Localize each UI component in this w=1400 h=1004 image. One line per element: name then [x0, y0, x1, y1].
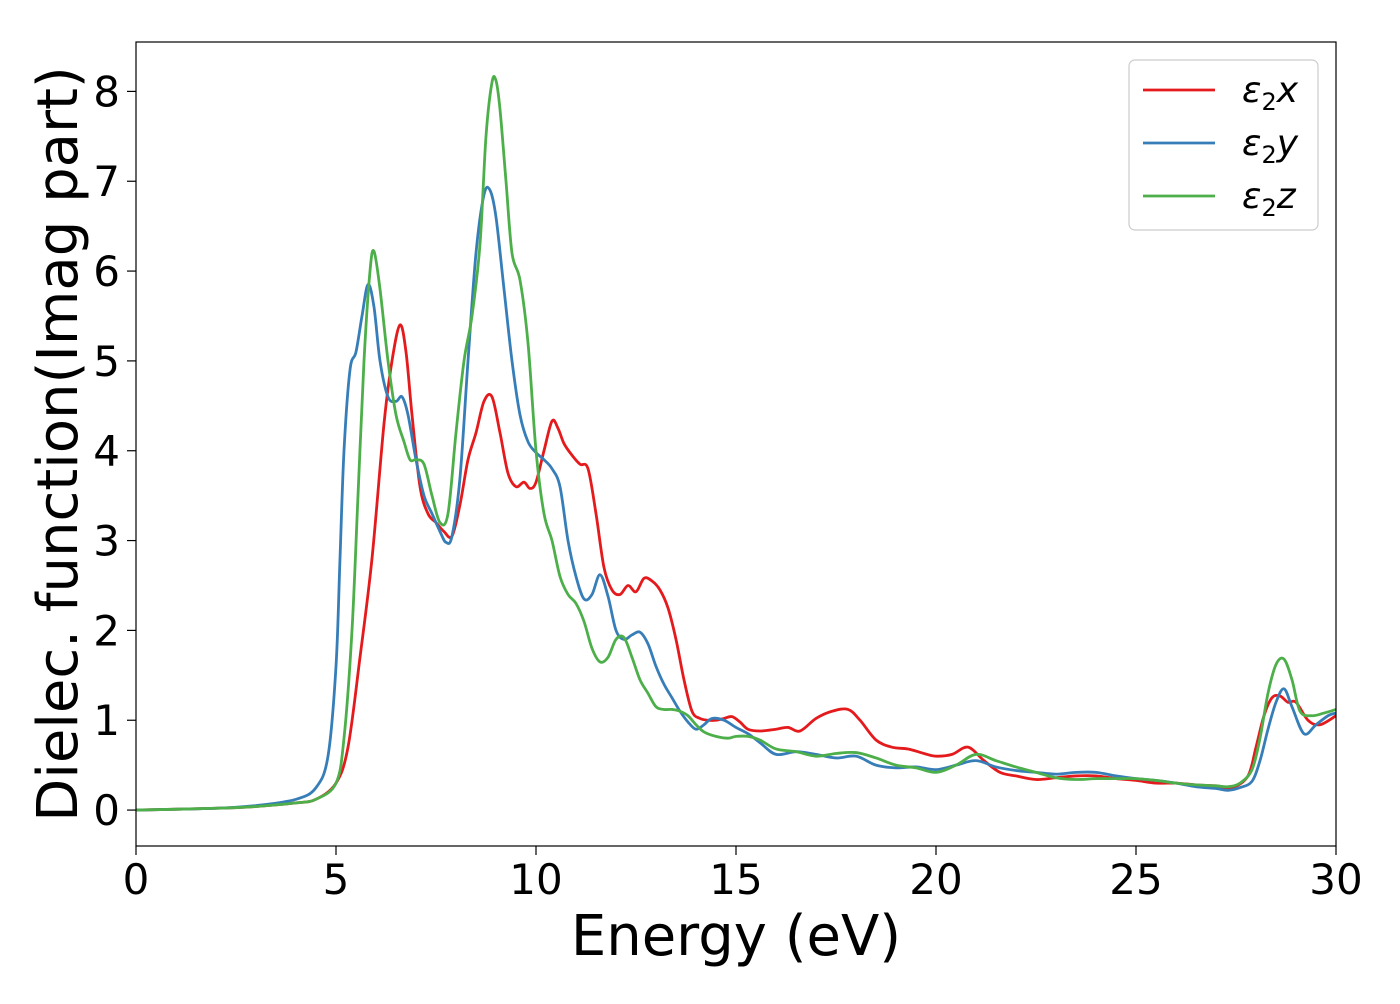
y-tick-label: 5: [93, 337, 120, 386]
series-line-y: [136, 185, 1336, 812]
legend-label-x: ε2x: [1242, 70, 1299, 116]
y-tick-label: 0: [93, 786, 120, 835]
y-tick-label: 4: [93, 427, 120, 476]
legend-box: [1128, 59, 1319, 231]
series-line-z: [136, 74, 1336, 812]
y-axis: 0 1 2 3 4 5 6 7 8: [93, 67, 136, 835]
y-tick-label: 3: [93, 517, 120, 566]
y-tick-label: 8: [93, 67, 120, 116]
legend: ε2x ε2y ε2z: [1128, 59, 1319, 231]
plot-lines: [136, 74, 1336, 812]
y-axis-label: Dielec. function(Imag part): [26, 66, 91, 822]
x-tick-label: 30: [1309, 855, 1362, 904]
x-axis-label: Energy (eV): [571, 904, 901, 969]
y-tick-label: 6: [93, 247, 120, 296]
x-tick-label: 20: [909, 855, 962, 904]
legend-label-y: ε2y: [1242, 123, 1299, 169]
x-tick-label: 15: [709, 855, 762, 904]
y-tick-label: 1: [93, 696, 120, 745]
x-tick-label: 25: [1109, 855, 1162, 904]
legend-label-z: ε2z: [1242, 176, 1297, 222]
y-tick-label: 7: [93, 157, 120, 206]
x-tick-label: 5: [323, 855, 350, 904]
x-axis: 0 5 10 15 20 25 30: [123, 846, 1363, 904]
y-tick-label: 2: [93, 606, 120, 655]
x-tick-label: 0: [123, 855, 150, 904]
x-tick-label: 10: [509, 855, 562, 904]
